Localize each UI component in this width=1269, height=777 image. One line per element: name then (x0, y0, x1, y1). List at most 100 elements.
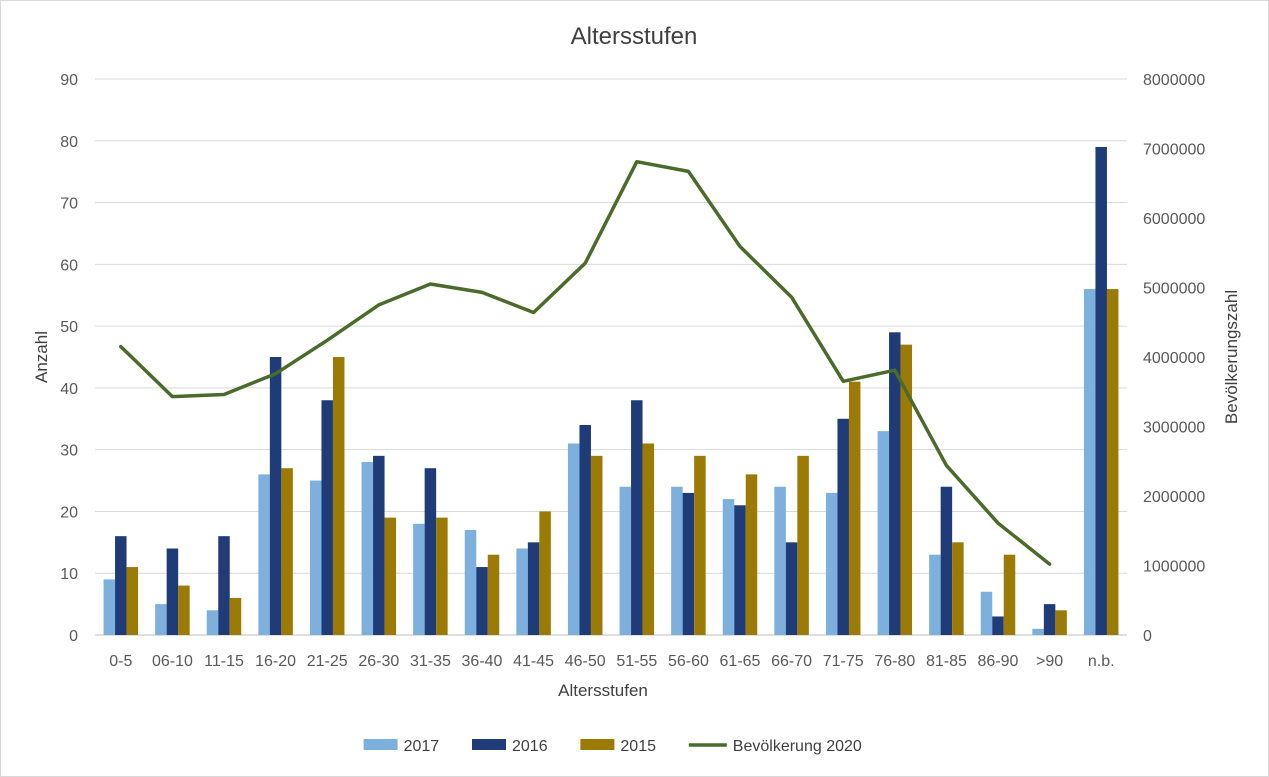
bar-2017 (980, 591, 993, 635)
x-tick-label: 61-65 (720, 653, 761, 670)
bar-2017 (258, 474, 270, 635)
bar-2016 (1043, 604, 1056, 635)
bar-2017 (1032, 628, 1044, 635)
bar-2016 (785, 542, 798, 635)
y2-axis-ticks: 0 1000000 2000000 3000000 4000000 5000000 6000… (1143, 72, 1205, 645)
bar-2016 (940, 486, 953, 635)
y-tick-label: 80 (60, 134, 78, 151)
x-tick-label: 0-5 (109, 653, 132, 670)
bar-2015 (436, 517, 448, 635)
bar-2017 (155, 604, 167, 635)
x-tick-label: 71-75 (823, 653, 864, 670)
legend-item: 2015 (580, 738, 656, 755)
x-tick-label: 66-70 (771, 653, 812, 670)
bar-2017 (619, 486, 632, 635)
legend-label: 2016 (512, 738, 548, 755)
bar-2017 (206, 610, 219, 635)
bar-2017 (464, 529, 477, 635)
legend-item: Bevölkerung 2020 (688, 738, 862, 755)
x-tick-label: 06-10 (152, 653, 193, 670)
x-tick-label: 11-15 (204, 653, 244, 670)
bar-2016 (682, 492, 695, 635)
bar-2016 (734, 505, 746, 635)
x-tick-label: 41-45 (513, 653, 554, 670)
bar-2016 (1095, 146, 1107, 635)
bar-2015 (539, 511, 551, 635)
x-tick-label: 76-80 (874, 653, 915, 670)
bar-2016 (631, 400, 643, 635)
x-tick-label: 46-50 (565, 653, 606, 670)
y-axis-ticks: 0 10 20 30 40 50 60 70 80 90 (60, 72, 78, 645)
bar-2017 (1083, 289, 1096, 635)
y2-tick-label: 0 (1143, 628, 1152, 645)
x-tick-label: >90 (1036, 653, 1063, 670)
bar-2017 (103, 579, 116, 635)
bar-2015 (797, 455, 809, 635)
y2-tick-label: 6000000 (1143, 211, 1205, 228)
y2-tick-label: 3000000 (1143, 420, 1205, 437)
y-tick-label: 0 (69, 628, 78, 645)
legend-label: 2015 (620, 738, 656, 755)
bar-2017 (929, 554, 941, 635)
y-tick-label: 50 (60, 319, 78, 336)
bar-2015 (487, 554, 500, 635)
x-axis-ticks: 0-5 06-10 11-15 16-20 21-25 26-30 31-35 36-40 41… (109, 653, 1114, 670)
bars (103, 146, 1119, 635)
y2-tick-label: 5000000 (1143, 281, 1205, 298)
y-axis-title: Anzahl (32, 331, 51, 383)
x-tick-label: n.b. (1088, 653, 1115, 670)
bar-2017 (413, 523, 425, 635)
x-axis-title: Altersstufen (558, 681, 648, 700)
bar-2016 (527, 542, 540, 635)
y-tick-label: 70 (60, 196, 78, 213)
y2-tick-label: 1000000 (1143, 559, 1205, 576)
legend-swatch (580, 739, 615, 750)
bar-2015 (952, 542, 964, 635)
bar-2015 (694, 455, 706, 635)
bar-2015 (384, 517, 397, 635)
legend-swatch (363, 739, 398, 750)
x-tick-label: 36-40 (462, 653, 503, 670)
bar-2016 (321, 400, 333, 635)
bar-2015 (848, 381, 861, 635)
x-tick-label: 31-35 (410, 653, 451, 670)
bar-2015 (642, 443, 655, 635)
bar-2015 (1055, 610, 1067, 635)
bar-2017 (877, 431, 890, 635)
y-tick-label: 20 (60, 504, 78, 521)
y-tick-label: 90 (60, 72, 78, 89)
x-tick-label: 56-60 (668, 653, 709, 670)
gridlines (95, 78, 1127, 636)
x-tick-label: 21-25 (307, 653, 348, 670)
x-tick-label: 26-30 (358, 653, 399, 670)
bar-2016 (992, 616, 1004, 635)
bar-2016 (424, 468, 437, 635)
bar-2015 (1003, 554, 1016, 635)
x-tick-label: 86-90 (978, 653, 1019, 670)
bar-2015 (281, 468, 293, 635)
x-tick-label: 16-20 (255, 653, 296, 670)
bar-2015 (745, 474, 758, 635)
legend-item: 2016 (472, 738, 548, 755)
legend-label: Bevölkerung 2020 (733, 738, 862, 755)
bar-2017 (567, 443, 580, 635)
bar-2015 (178, 585, 190, 635)
y-tick-label: 10 (60, 566, 78, 583)
legend-label: 2017 (404, 738, 440, 755)
y-tick-label: 30 (60, 443, 78, 460)
chart-title: Altersstufen (571, 23, 698, 50)
bar-2015 (900, 344, 913, 635)
bar-2017 (309, 480, 322, 635)
bar-2016 (476, 567, 488, 635)
bar-2015 (332, 357, 345, 635)
bar-2015 (1106, 289, 1119, 635)
y2-tick-label: 4000000 (1143, 350, 1205, 367)
legend-item: 2017 (363, 738, 440, 755)
y-tick-label: 60 (60, 257, 78, 274)
bar-2015 (590, 455, 603, 635)
population-line (119, 159, 1052, 566)
y-tick-label: 40 (60, 381, 78, 398)
legend-swatch (472, 739, 506, 750)
